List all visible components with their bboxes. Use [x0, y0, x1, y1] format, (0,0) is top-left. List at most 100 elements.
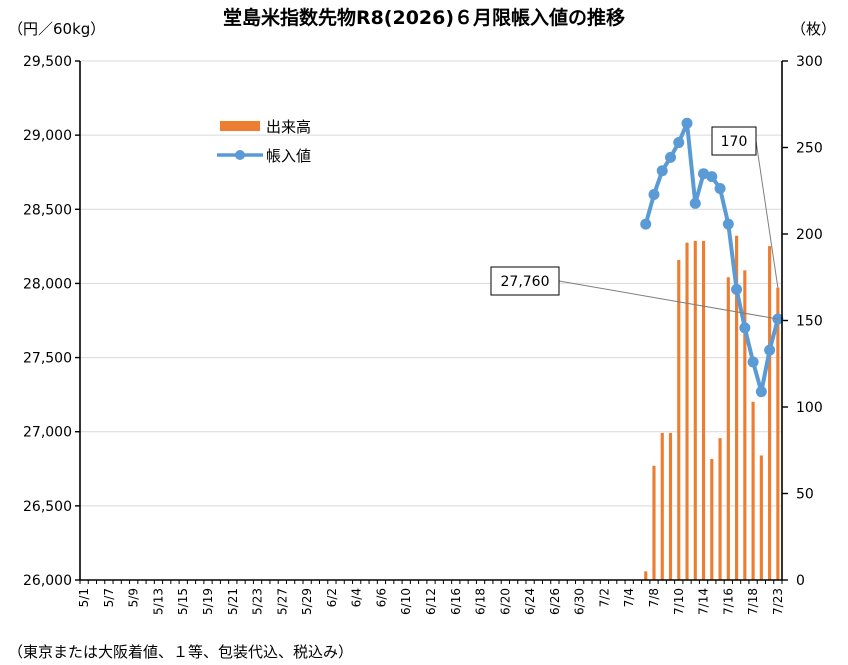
- legend-swatch-volume: [220, 121, 260, 131]
- right-tick-label: 250: [796, 141, 823, 157]
- x-tick-label: 6/4: [350, 588, 364, 607]
- volume-bar: [660, 432, 664, 580]
- settlement-point: [714, 183, 726, 195]
- x-tick-label: 5/29: [300, 588, 314, 615]
- settlement-point: [755, 386, 767, 398]
- volume-bars: [644, 235, 780, 581]
- left-tick-label: 26,000: [23, 573, 72, 589]
- volume-bar: [743, 270, 747, 580]
- x-tick-label: 6/20: [498, 588, 512, 615]
- settlement-point: [640, 218, 652, 230]
- left-tick-label: 29,000: [23, 128, 72, 144]
- settlement-point: [706, 171, 718, 183]
- left-axis-ticks: 26,000 26,500 27,000 27,500 28,000 28,500 29,0…: [23, 54, 72, 589]
- x-tick-label: 5/13: [151, 588, 165, 615]
- volume-bar: [685, 242, 689, 580]
- x-axis-ticks: 5/1 5/7 5/9 5/13 5/15 5/19 5/21 5/23 5/27 5/29 6/2…: [77, 580, 785, 615]
- x-tick-label: 6/24: [523, 588, 537, 615]
- x-tick-label: 7/18: [746, 588, 760, 615]
- x-tick-label: 6/10: [399, 588, 413, 615]
- callouts: 27,760 170: [490, 126, 779, 320]
- x-tick-label: 5/19: [201, 588, 215, 615]
- x-tick-label: 6/16: [449, 588, 463, 615]
- volume-bar: [701, 240, 706, 581]
- settlement-point: [648, 188, 660, 200]
- legend-marker-line: [235, 150, 245, 160]
- gridlines: [80, 60, 782, 507]
- volume-bar: [652, 465, 656, 580]
- volume-bar: [693, 240, 697, 581]
- x-tick-label: 5/27: [275, 588, 289, 615]
- callout-label-volume: 170: [721, 134, 748, 150]
- left-tick-label: 27,000: [23, 425, 72, 441]
- settlement-point: [665, 151, 677, 163]
- settlement-point: [698, 168, 710, 180]
- x-tick-label: 5/21: [226, 588, 240, 615]
- x-tick-label: 5/1: [77, 588, 91, 607]
- footnote: （東京または大阪着値、１等、包装代込、税込み）: [8, 643, 353, 661]
- right-tick-label: 300: [796, 54, 823, 70]
- settlement-point: [656, 165, 668, 177]
- x-tick-label: 5/23: [251, 588, 265, 615]
- volume-bar: [735, 235, 739, 581]
- volume-bar: [718, 438, 722, 580]
- legend-label-line: 帳入値: [266, 147, 311, 165]
- legend-label-volume: 出来高: [266, 118, 311, 136]
- volume-bar: [710, 458, 714, 580]
- right-axis-unit: （枚）: [791, 20, 836, 38]
- x-tick-label: 7/4: [622, 588, 636, 607]
- callout-label-price: 27,760: [501, 274, 550, 290]
- x-tick-label: 7/10: [672, 588, 686, 615]
- x-tick-label: 5/7: [102, 588, 116, 607]
- settlement-line-path: [643, 121, 780, 394]
- right-tick-label: 100: [796, 400, 823, 416]
- volume-bar: [668, 432, 673, 580]
- settlement-point: [731, 283, 743, 295]
- volume-bar: [751, 401, 755, 580]
- settlement-point: [681, 117, 693, 129]
- x-tick-label: 6/12: [424, 588, 438, 615]
- volume-bar: [644, 571, 648, 580]
- x-tick-label: 7/16: [721, 588, 735, 615]
- left-tick-label: 28,000: [23, 276, 72, 292]
- settlement-point: [764, 344, 776, 356]
- right-tick-label: 0: [796, 573, 805, 589]
- axes: [75, 60, 783, 581]
- left-axis-unit: （円／60kg）: [8, 20, 105, 38]
- left-tick-label: 28,500: [23, 202, 72, 218]
- settlement-point: [689, 197, 701, 209]
- left-tick-label: 26,500: [23, 499, 72, 515]
- x-tick-label: 6/18: [474, 588, 488, 615]
- volume-bar: [677, 259, 681, 580]
- settlement-line: [640, 117, 784, 398]
- left-tick-label: 27,500: [23, 351, 72, 367]
- x-tick-label: 6/26: [548, 588, 562, 615]
- x-tick-label: 5/9: [127, 588, 141, 607]
- callout-leader-volume: [755, 140, 779, 288]
- callout-leader-price: [558, 280, 778, 320]
- callout-box-volume: [711, 126, 757, 156]
- right-tick-label: 50: [796, 487, 814, 503]
- chart-title: 堂島米指数先物R8(2026)６月限帳入値の推移: [223, 6, 625, 29]
- x-tick-label: 6/6: [374, 588, 388, 607]
- right-axis-ticks: 0 50 100 150 200 250 300: [782, 54, 823, 589]
- x-tick-label: 6/30: [573, 588, 587, 615]
- legend: 出来高 帳入値: [217, 118, 311, 165]
- settlement-point: [739, 322, 751, 334]
- x-tick-label: 7/14: [697, 588, 711, 615]
- right-tick-label: 150: [796, 314, 823, 330]
- volume-bar: [726, 277, 730, 580]
- volume-bar: [776, 287, 780, 580]
- x-tick-label: 7/8: [647, 588, 661, 607]
- settlement-point: [722, 218, 734, 230]
- x-tick-label: 5/15: [176, 588, 190, 615]
- settlement-point: [747, 356, 759, 368]
- volume-bar: [768, 246, 772, 581]
- volume-bar: [759, 455, 763, 580]
- x-tick-label: 7/2: [597, 588, 611, 607]
- callout-box-price: [490, 266, 560, 296]
- x-tick-label: 7/23: [771, 588, 785, 615]
- left-tick-label: 29,500: [23, 54, 72, 70]
- x-tick-label: 6/2: [325, 588, 339, 607]
